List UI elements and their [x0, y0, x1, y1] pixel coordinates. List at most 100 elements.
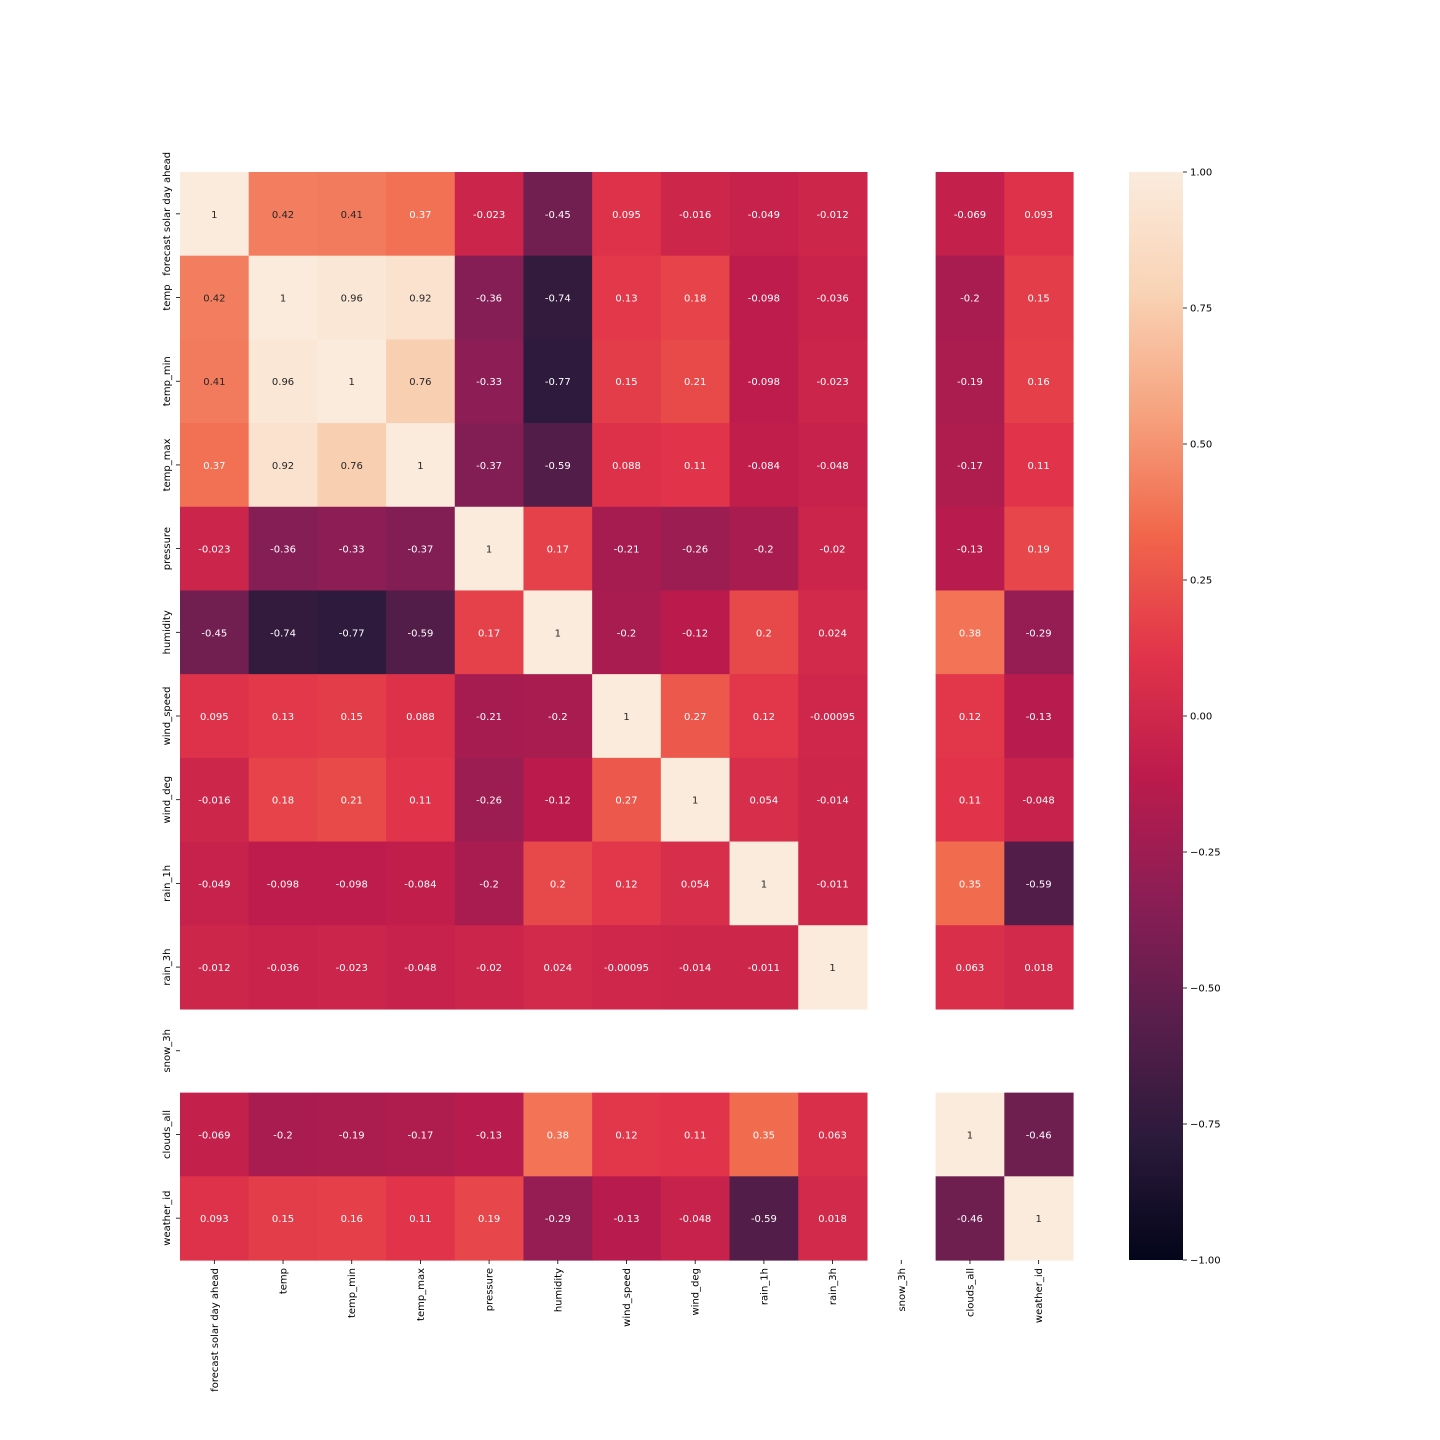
y-tick-label: snow_3h: [162, 1029, 173, 1073]
heatmap-cell: [454, 1092, 525, 1177]
cell-annotation: -0.011: [816, 879, 848, 890]
heatmap-cell: [523, 841, 593, 926]
cell-annotation: -0.77: [339, 628, 365, 639]
heatmap-cell: [592, 674, 662, 759]
heatmap-cell: [729, 172, 799, 257]
heatmap-cell: [386, 590, 456, 675]
cell-annotation: 0.095: [612, 210, 641, 221]
heatmap-cell: [454, 590, 525, 675]
heatmap-cell: [660, 255, 731, 340]
x-tick-label: snow_3h: [897, 1268, 908, 1312]
x-tick-label: pressure: [485, 1268, 496, 1311]
cell-annotation: -0.023: [816, 377, 848, 388]
cell-annotation: -0.2: [548, 712, 568, 723]
cell-annotation: -0.29: [1026, 628, 1052, 639]
cell-annotation: 0.063: [956, 963, 985, 974]
heatmap-cell: [798, 339, 868, 424]
heatmap-cell: [1004, 841, 1074, 926]
cell-annotation: -0.33: [339, 545, 365, 556]
cell-annotation: -0.37: [476, 461, 502, 472]
heatmap-cell: [1004, 925, 1074, 1010]
heatmap-cell: [798, 674, 868, 759]
heatmap-cell: [1004, 339, 1074, 424]
cell-annotation: -0.59: [751, 1214, 777, 1225]
heatmap-cell: [935, 255, 1005, 340]
cell-annotation: -0.014: [816, 796, 848, 807]
heatmap-cell: [729, 674, 799, 759]
heatmap-cell: [180, 506, 250, 592]
heatmap-cell: [386, 841, 456, 926]
y-axis-ticks: forecast solar day ahead temp temp_mintemp…: [162, 152, 180, 1246]
cell-annotation: 0.35: [753, 1130, 775, 1141]
cell-annotation: 0.093: [1024, 210, 1053, 221]
colorbar-tick-label: 1.00: [1190, 168, 1212, 179]
heatmap-cell: [935, 674, 1005, 759]
cell-annotation: 0.19: [478, 1214, 500, 1225]
heatmap-cell: [248, 1092, 318, 1177]
cell-annotation: 0.2: [756, 628, 772, 639]
heatmap-cell: [248, 925, 318, 1010]
heatmap-cell: [248, 423, 318, 508]
heatmap-cell: [180, 590, 250, 675]
heatmap-cell: [592, 1092, 662, 1177]
heatmap-cell: [248, 506, 318, 592]
heatmap-cell: [1004, 1092, 1074, 1177]
heatmap-cell: [729, 1176, 799, 1261]
cell-annotation: 0.054: [750, 796, 779, 807]
cell-annotation: -0.26: [682, 545, 708, 556]
cell-annotation: 0.37: [409, 210, 431, 221]
heatmap-cell: [386, 506, 456, 592]
cell-annotation: 0.21: [684, 377, 706, 388]
y-tick-label: weather_id: [162, 1191, 173, 1246]
x-tick-label: rain_1h: [759, 1268, 770, 1305]
heatmap-cell: [523, 674, 593, 759]
cell-annotation: 0.11: [409, 1214, 431, 1225]
heatmap-cell: [180, 674, 250, 759]
heatmap-cell: [935, 506, 1005, 592]
cell-annotation: 0.42: [203, 294, 225, 305]
cell-annotation: 0.11: [684, 1130, 706, 1141]
cell-annotation: -0.45: [201, 628, 227, 639]
heatmap-cell: [798, 757, 868, 843]
colorbar-gradient: [1129, 172, 1183, 1260]
cell-annotation: -0.26: [476, 796, 502, 807]
cell-annotation: 1: [1035, 1214, 1041, 1225]
cell-annotation: 0.16: [1028, 377, 1050, 388]
cell-annotation: -0.069: [954, 210, 986, 221]
cell-annotation: -0.2: [754, 545, 774, 556]
cell-annotation: -0.023: [473, 210, 505, 221]
cell-annotation: 0.16: [341, 1214, 363, 1225]
heatmap-cell: [729, 841, 799, 926]
heatmap-cell: [454, 506, 525, 592]
heatmap-cell: [180, 339, 250, 424]
heatmap-cell: [317, 674, 387, 759]
cell-annotation: 0.024: [543, 963, 572, 974]
cell-annotation: 1: [555, 628, 561, 639]
heatmap-cell: [180, 925, 250, 1010]
heatmap-cell: [386, 339, 456, 424]
heatmap-cell: [248, 841, 318, 926]
cell-annotation: 1: [829, 963, 835, 974]
cell-annotation: 1: [623, 712, 629, 723]
heatmap-cell: [386, 172, 456, 257]
cell-annotation: 0.15: [272, 1214, 294, 1225]
heatmap-cell: [798, 841, 868, 926]
cell-annotation: -0.2: [479, 879, 499, 890]
y-tick-label: forecast solar day ahead: [162, 152, 173, 276]
cell-annotation: 0.21: [341, 796, 363, 807]
cell-annotation: -0.084: [748, 461, 780, 472]
x-tick-label: forecast solar day ahead: [210, 1268, 221, 1392]
cell-annotation: 0.12: [959, 712, 981, 723]
heatmap-cell: [523, 1092, 593, 1177]
heatmap-cell: [798, 590, 868, 675]
y-tick-label: rain_1h: [162, 865, 173, 902]
heatmap-cell: [454, 841, 525, 926]
heatmap-cell: [935, 172, 1005, 257]
heatmap-cell: [180, 255, 250, 340]
cell-annotation: -0.46: [957, 1214, 983, 1225]
cell-annotation: 0.11: [684, 461, 706, 472]
cell-annotation: -0.74: [270, 628, 296, 639]
heatmap-cell: [523, 506, 593, 592]
y-tick-label: pressure: [162, 527, 173, 570]
heatmap-cell: [248, 255, 318, 340]
